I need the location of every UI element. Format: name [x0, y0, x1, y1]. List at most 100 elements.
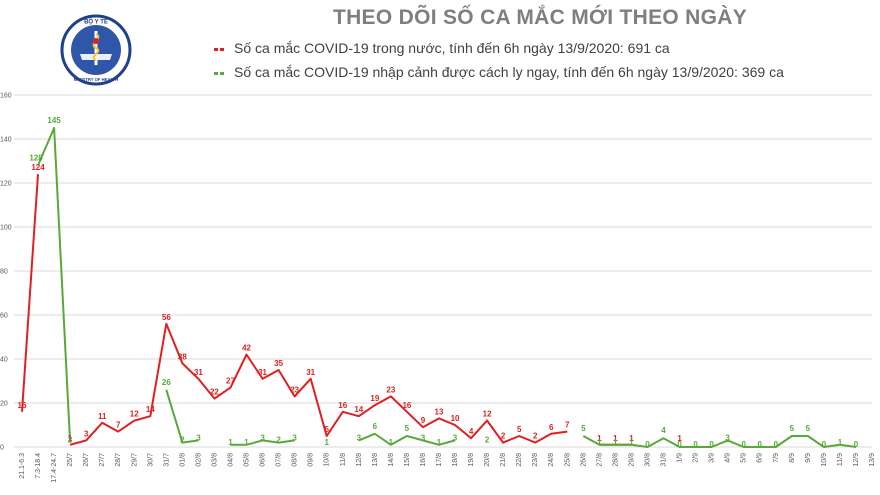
data-label-1: 1 — [613, 438, 618, 447]
data-label-0: 31 — [258, 368, 267, 377]
x-tick-label: 06/8 — [260, 453, 267, 467]
series-line-0 — [69, 322, 568, 446]
data-label-1: 5 — [806, 424, 811, 433]
x-tick-label: 3/9 — [709, 453, 716, 463]
data-label-0: 1 — [68, 434, 73, 443]
data-label-1: 1 — [597, 438, 602, 447]
x-tick-label: 16/8 — [420, 453, 427, 467]
y-tick-label: 40 — [0, 357, 8, 364]
x-tick-label: 19/8 — [468, 453, 475, 467]
data-label-1: 5 — [405, 424, 410, 433]
x-tick-label: 05/8 — [244, 453, 251, 467]
data-label-0: 12 — [130, 410, 139, 419]
x-tick-label: 29/7 — [131, 453, 138, 467]
x-tick-label: 02/8 — [195, 453, 202, 467]
x-tick-label: 07/8 — [276, 453, 283, 467]
chart-title: THEO DÕI SỐ CA MẮC MỚI THEO NGÀY — [332, 6, 748, 29]
x-tick-label: 5/9 — [741, 453, 748, 463]
y-tick-label: 140 — [0, 137, 12, 144]
x-tick-label: 12/9 — [853, 453, 860, 467]
data-label-0: 35 — [274, 359, 283, 368]
x-tick-label: 22/8 — [516, 453, 523, 467]
x-tick-label: 03/8 — [211, 453, 218, 467]
legend-label-domestic: Số ca mắc COVID-19 trong nước, tính đến … — [234, 40, 670, 56]
data-label-0: 42 — [242, 344, 251, 353]
legend-swatch-imported — [214, 71, 226, 75]
x-tick-label: 6/9 — [757, 453, 764, 463]
data-label-0: 16 — [18, 401, 27, 410]
x-tick-label: 01/8 — [179, 453, 186, 467]
x-tick-label: 25/7 — [67, 453, 74, 467]
data-label-1: 2 — [68, 436, 73, 445]
logo-top-text: BỘ Y TẾ — [84, 18, 108, 26]
data-label-1: 0 — [645, 440, 650, 449]
x-tick-label: 11/9 — [837, 453, 844, 466]
data-label-1: 0 — [854, 440, 859, 449]
x-tick-label: 21.1-6.3 — [19, 453, 26, 479]
x-tick-label: 04/8 — [227, 453, 234, 467]
data-label-0: 22 — [210, 388, 219, 397]
data-label-0: 31 — [306, 368, 315, 377]
x-tick-label: 10/8 — [324, 453, 331, 467]
data-label-1: 2 — [180, 436, 185, 445]
x-tick-label: 13/9 — [869, 453, 876, 467]
data-label-0: 9 — [421, 416, 426, 425]
data-label-0: 56 — [162, 313, 171, 322]
x-tick-label: 8/9 — [789, 453, 796, 463]
y-axis: 0 20 40 60 80 100 120 140 160 — [0, 93, 12, 452]
data-label-0: 10 — [451, 414, 460, 423]
data-label-1: 2 — [276, 436, 281, 445]
data-label-1: 1 — [838, 438, 843, 447]
data-label-0: 14 — [146, 405, 155, 414]
data-label-1: 0 — [677, 440, 682, 449]
x-tick-label: 15/8 — [404, 453, 411, 467]
data-label-0: 19 — [370, 394, 379, 403]
data-label-1: 3 — [421, 433, 426, 442]
legend-swatch-domestic — [214, 47, 226, 51]
x-tick-label: 7/9 — [773, 453, 780, 463]
series-line-0 — [21, 174, 39, 412]
data-label-1: 1 — [389, 438, 394, 447]
x-tick-label: 31/7 — [163, 453, 170, 467]
x-tick-label: 08/8 — [292, 453, 299, 467]
series-line-1 — [358, 432, 456, 446]
data-label-0: 6 — [549, 423, 554, 432]
data-label-1: 0 — [758, 440, 763, 449]
data-label-0: 13 — [435, 407, 444, 416]
ministry-of-health-logo: BỘ Y TẾ MINISTRY OF HEALTH — [60, 14, 132, 86]
x-tick-label: 30/8 — [644, 453, 651, 467]
x-tick-label: 29/8 — [628, 453, 635, 467]
data-label-0: 124 — [31, 163, 45, 172]
x-tick-label: 27/7 — [99, 453, 106, 467]
data-label-1: 5 — [790, 424, 795, 433]
data-label-1: 0 — [693, 440, 698, 449]
x-tick-label: 25/8 — [564, 453, 571, 467]
series-lines — [21, 127, 857, 448]
data-label-0: 12 — [483, 410, 492, 419]
data-label-0: 1 — [629, 434, 634, 443]
legend-item-imported: Số ca mắc COVID-19 nhập cảnh được cách l… — [214, 64, 784, 80]
logo-bottom-text: MINISTRY OF HEALTH — [74, 77, 119, 82]
data-label-1: 1 — [228, 438, 233, 447]
data-label-0: 16 — [402, 401, 411, 410]
data-label-0: 1 — [613, 434, 618, 443]
chart-grid — [14, 94, 872, 448]
data-label-0: 3 — [84, 429, 89, 438]
x-tick-label: 9/9 — [805, 453, 812, 463]
data-label-0: 23 — [386, 385, 395, 394]
x-tick-label: 4/9 — [725, 453, 732, 463]
y-tick-label: 20 — [0, 401, 8, 408]
data-label-1: 1 — [244, 438, 249, 447]
data-label-0: 31 — [194, 368, 203, 377]
y-tick-label: 100 — [0, 225, 12, 232]
data-label-1: 3 — [725, 433, 730, 442]
data-label-1: 6 — [373, 422, 378, 431]
data-label-1: 2 — [485, 436, 490, 445]
x-tick-label: 11/8 — [340, 453, 347, 466]
x-tick-label: 28/7 — [115, 453, 122, 467]
x-tick-label: 28/8 — [612, 453, 619, 467]
data-label-0: 14 — [354, 405, 363, 414]
data-label-0: 7 — [116, 421, 121, 430]
data-label-0: 1 — [597, 434, 602, 443]
